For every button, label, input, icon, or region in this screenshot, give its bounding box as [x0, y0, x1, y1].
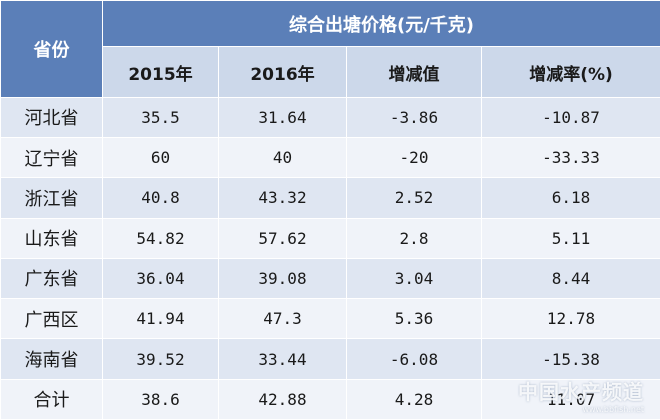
value-2016-cell: 42.88: [218, 378, 347, 420]
table-row-total: 合计 38.6 42.88 4.28 11.07: [0, 378, 660, 420]
change-rate-cell: 11.07: [480, 378, 660, 420]
change-rate-cell: -10.87: [480, 96, 660, 138]
value-2015-cell: 35.5: [102, 96, 219, 138]
value-2015-cell: 54.82: [102, 217, 219, 259]
value-2015-cell: 38.6: [102, 378, 219, 420]
change-rate-cell: -15.38: [480, 338, 660, 380]
change-cell: 5.36: [346, 298, 482, 340]
change-rate-cell: 5.11: [480, 217, 660, 259]
table-row: 辽宁省 60 40 -20 -33.33: [0, 136, 660, 179]
province-cell: 辽宁省: [0, 136, 103, 179]
change-cell: -3.86: [346, 96, 482, 138]
value-2016-cell: 47.3: [218, 298, 347, 340]
table-row: 河北省 35.5 31.64 -3.86 -10.87: [0, 96, 660, 138]
change-cell: 2.8: [346, 217, 482, 259]
value-2016-cell: 31.64: [218, 96, 347, 138]
value-2015-cell: 40.8: [102, 177, 219, 219]
value-2016-cell: 40: [218, 136, 347, 179]
table-row: 海南省 39.52 33.44 -6.08 -15.38: [0, 338, 660, 380]
province-cell: 浙江省: [0, 177, 103, 219]
change-cell: -6.08: [346, 338, 482, 380]
province-cell: 合计: [0, 378, 103, 420]
province-cell: 广东省: [0, 257, 103, 300]
table-row: 广东省 36.04 39.08 3.04 8.44: [0, 257, 660, 300]
table-row: 广西区 41.94 47.3 5.36 12.78: [0, 298, 660, 340]
province-cell: 山东省: [0, 217, 103, 259]
change-cell: 2.52: [346, 177, 482, 219]
table-row: 浙江省 40.8 43.32 2.52 6.18: [0, 177, 660, 219]
value-2015-cell: 60: [102, 136, 219, 179]
change-rate-cell: 6.18: [480, 177, 660, 219]
change-rate-cell: -33.33: [480, 136, 660, 179]
value-2016-cell: 57.62: [218, 217, 347, 259]
change-rate-cell: 12.78: [480, 298, 660, 340]
value-2016-cell: 33.44: [218, 338, 347, 380]
column-header-2016: 2016年: [218, 46, 347, 98]
change-rate-cell: 8.44: [480, 257, 660, 300]
table-row: 山东省 54.82 57.62 2.8 5.11: [0, 217, 660, 259]
price-group-header: 综合出塘价格(元/千克): [101, 0, 660, 48]
change-cell: -20: [346, 136, 482, 179]
watermark-logo: 中国水产频道 www.bbfish.net: [518, 376, 644, 414]
value-2015-cell: 36.04: [102, 257, 219, 300]
province-cell: 广西区: [0, 298, 103, 340]
change-cell: 4.28: [346, 378, 482, 420]
watermark-text: 中国水产频道: [518, 380, 644, 404]
value-2015-cell: 41.94: [102, 298, 219, 340]
watermark-url: www.bbfish.net: [582, 405, 644, 414]
province-header: 省份: [0, 0, 103, 98]
change-cell: 3.04: [346, 257, 482, 300]
province-cell: 海南省: [0, 338, 103, 380]
province-cell: 河北省: [0, 96, 103, 138]
column-header-change: 增减值: [346, 46, 482, 98]
value-2015-cell: 39.52: [102, 338, 219, 380]
column-header-change-rate: 增减率(%): [480, 46, 660, 98]
value-2016-cell: 43.32: [218, 177, 347, 219]
column-header-2015: 2015年: [102, 46, 219, 98]
value-2016-cell: 39.08: [218, 257, 347, 300]
